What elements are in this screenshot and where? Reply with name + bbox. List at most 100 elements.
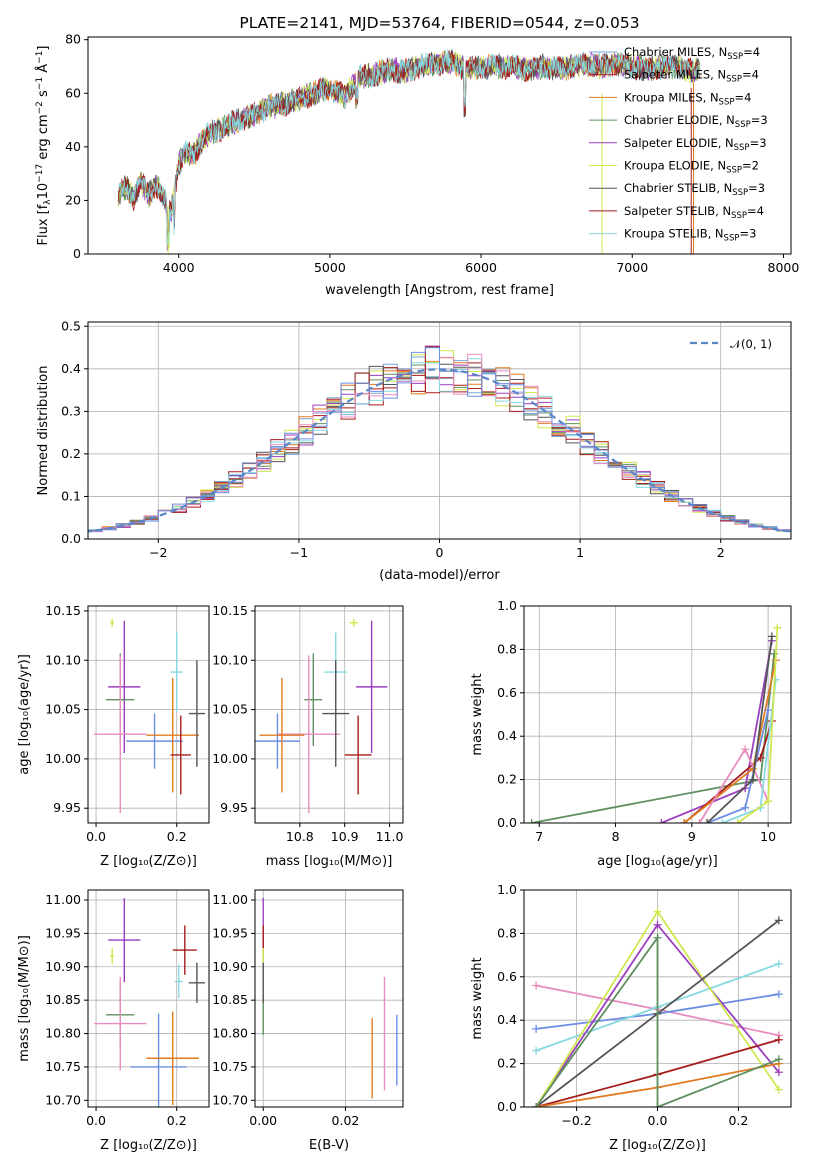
mass_vs_ebv-axes: 0.00 0.02 10.70 10.75 10.80 10.85 10.90 10.95 11… [212, 890, 403, 1128]
x-tick-label: 8000 [768, 260, 800, 275]
data-point [322, 660, 350, 767]
x-tick-label: 0.2 [728, 1113, 748, 1128]
point-marker [774, 959, 783, 968]
y-tick-label: 0.6 [497, 969, 517, 984]
series-line [706, 709, 769, 823]
spectrum-series-line [117, 51, 701, 249]
normal-curve [88, 368, 791, 533]
y-tick-label: 0.0 [497, 1099, 517, 1114]
legend-entry: Chabrier MILES, NSSP=4 [624, 45, 760, 62]
y-axis-label: mass weight [470, 673, 485, 755]
x-tick-label: 6000 [465, 260, 497, 275]
spectrum-axes: 4000 5000 6000 7000 8000 0 20 40 60 80 [65, 32, 799, 275]
age_vs_Z-points [94, 618, 205, 814]
point-marker [774, 990, 783, 999]
weight_vs_age-lines [527, 623, 782, 823]
data-point [130, 1013, 187, 1107]
y-tick-label: 40 [65, 139, 81, 154]
x-tick-label: −1 [290, 545, 308, 560]
y-tick-label: 0.4 [61, 361, 81, 376]
y-tick-label: 10.85 [212, 992, 248, 1007]
data-point [146, 678, 199, 793]
y-tick-label: 10.90 [45, 959, 81, 974]
x-tick-label: 10.8 [286, 829, 314, 844]
point-marker [774, 916, 783, 925]
x-tick-label: 9 [688, 829, 696, 844]
y-tick-label: 0.4 [497, 728, 517, 743]
x-tick-label: 0.2 [167, 1113, 187, 1128]
y-tick-label: 10.10 [212, 652, 248, 667]
spectrum-frame [87, 36, 792, 255]
series-line [531, 653, 776, 823]
y-axis-label: age [log₁₀(age/yr)] [17, 654, 32, 775]
point-marker [771, 675, 780, 684]
y-tick-label: 10.70 [212, 1092, 248, 1107]
point-marker [774, 1035, 783, 1044]
histograms [88, 345, 791, 534]
x-tick-label: 0.0 [86, 829, 106, 844]
y-tick-label: 0.6 [497, 685, 517, 700]
x-tick-label: 2 [717, 545, 725, 560]
point-marker [532, 981, 541, 990]
y-tick-label: 0.5 [61, 318, 81, 333]
y-tick-label: 10.00 [45, 751, 81, 766]
y-tick-label: 0.8 [497, 641, 517, 656]
x-axis-label: Z [log₁₀(Z/Z⊙)] [100, 1138, 197, 1153]
point-marker [774, 1068, 783, 1077]
age_vs_mass-frame [254, 605, 404, 824]
y-tick-label: 11.00 [212, 892, 248, 907]
x-tick-label: 10.9 [331, 829, 359, 844]
y-tick-label: 10.90 [212, 959, 248, 974]
data-point [110, 618, 115, 627]
y-axis-label: Normed distribution [36, 366, 51, 496]
x-axis-label: wavelength [Angstrom, rest frame] [325, 283, 554, 298]
chart-title: PLATE=2141, MJD=53764, FIBERID=0544, z=0… [239, 14, 639, 32]
point-marker [773, 623, 782, 632]
weight_vs_age-axes: 7 8 9 10 0.0 0.2 0.4 0.6 0.8 1.0 [497, 598, 791, 844]
point-marker [532, 1046, 541, 1055]
point-marker [748, 775, 757, 784]
y-tick-label: 10.05 [45, 702, 81, 717]
point-marker [733, 819, 742, 823]
mass_vs_Z-points [94, 898, 205, 1107]
y-tick-label: 0.0 [497, 815, 517, 830]
data-point [188, 962, 205, 1003]
y-tick-label: 20 [65, 192, 81, 207]
data-point [108, 620, 141, 753]
data-point [94, 976, 147, 1071]
y-tick-label: 10.80 [212, 1026, 248, 1041]
spectrum-series-line [117, 50, 701, 239]
y-tick-label: 10.95 [45, 925, 81, 940]
age_vs_Z-axes: 0.0 0.2 9.95 10.00 10.05 10.10 10.15 [45, 603, 209, 844]
point-marker [774, 1085, 783, 1094]
x-tick-label: 0.0 [648, 1113, 668, 1128]
weight_vs_Z-axes: −0.2 0.0 0.2 0.0 0.2 0.4 0.6 0.8 1.0 [497, 882, 791, 1128]
y-tick-label: 60 [65, 85, 81, 100]
legend-entry: Chabrier ELODIE, NSSP=3 [624, 113, 768, 130]
x-axis-label: E(B-V) [309, 1138, 349, 1153]
point-marker [741, 745, 750, 754]
y-axis-label: mass [log₁₀(M/M⊙)] [17, 935, 32, 1062]
y-tick-label: 10.05 [212, 702, 248, 717]
data-point [277, 655, 341, 814]
x-axis-label: age [log₁₀(age/yr)] [597, 854, 718, 869]
x-tick-label: 11.0 [376, 829, 404, 844]
data-point [146, 1011, 199, 1105]
x-tick-label: 10 [760, 829, 776, 844]
x-axis-label: mass [log₁₀(M/M⊙)] [266, 854, 393, 869]
x-tick-label: 0.00 [249, 1113, 277, 1128]
y-tick-label: 10.75 [45, 1059, 81, 1074]
data-point [170, 715, 191, 795]
y-tick-label: 1.0 [497, 882, 517, 897]
legend-entry: Chabrier STELIB, NSSP=3 [624, 181, 765, 198]
x-tick-label: 0 [436, 545, 444, 560]
point-marker [657, 819, 666, 823]
y-tick-label: 0.2 [61, 446, 81, 461]
y-tick-label: 10.70 [45, 1092, 81, 1107]
point-marker [718, 819, 727, 823]
x-tick-label: −0.2 [561, 1113, 591, 1128]
x-axis-label: (data-model)/error [379, 568, 500, 583]
y-tick-label: 10.10 [45, 652, 81, 667]
point-marker [741, 803, 750, 812]
